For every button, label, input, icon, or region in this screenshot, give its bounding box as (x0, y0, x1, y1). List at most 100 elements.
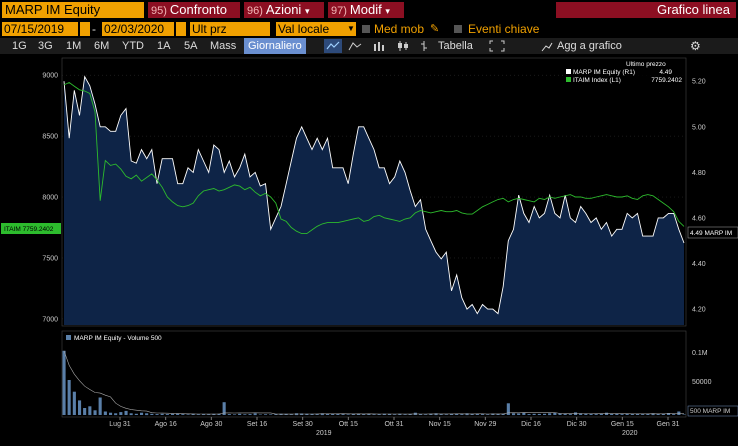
x-axis-tick: Ago 30 (200, 421, 222, 428)
volume-legend: MARP IM Equity - Volume 500 (74, 335, 162, 342)
volume-bar (258, 414, 262, 415)
area-chart-icon[interactable] (346, 39, 364, 53)
volume-bar (289, 414, 293, 415)
actions-menu[interactable]: 96) Azioni ▾ (244, 2, 324, 18)
calendar-icon[interactable] (176, 22, 186, 36)
bar-chart-icon[interactable] (370, 39, 388, 53)
ohlc-chart-icon[interactable] (416, 39, 434, 53)
volume-bar (129, 413, 133, 416)
volume-bar (207, 414, 211, 415)
end-date-input[interactable]: 02/03/2020 (102, 22, 174, 36)
equity-area-fill (64, 76, 684, 325)
chevron-down-icon[interactable]: ▼ (346, 22, 356, 36)
volume-bar (532, 413, 536, 415)
period-5y[interactable]: 5A (184, 40, 198, 52)
volume-bar (326, 413, 330, 415)
x-axis-tick: Ott 15 (339, 421, 358, 428)
volume-bar (336, 413, 340, 415)
volume-bar (331, 413, 335, 415)
volume-bar (579, 413, 583, 415)
volume-bar (150, 413, 154, 415)
right-axis-tick: 5.00 (692, 124, 706, 131)
legend-header: Ultimo prezzo (626, 61, 666, 68)
add-to-chart-button[interactable]: Agg a grafico (557, 40, 622, 52)
volume-bar (388, 413, 392, 415)
volume-bar (140, 412, 144, 415)
x-axis-tick: Gen 31 (657, 421, 680, 428)
volume-bar (398, 413, 402, 415)
volume-bar (367, 413, 371, 415)
period-1y[interactable]: 1A (157, 40, 171, 52)
volume-bar (196, 414, 200, 415)
period-3d[interactable]: 3G (38, 40, 53, 52)
volume-bar (537, 413, 541, 415)
calendar-icon[interactable] (80, 22, 90, 36)
volume-bar (67, 380, 71, 415)
volume-bar (134, 413, 138, 415)
volume-bar (470, 413, 474, 415)
chart-area: 9000 8500 8000 7500 7000 5.20 5.00 4.80 4.60 4.4… (0, 55, 738, 446)
security-field[interactable]: MARP IM Equity (2, 2, 144, 18)
volume-bar (145, 413, 149, 416)
volume-average-line (63, 350, 685, 415)
period-ytd[interactable]: YTD (122, 40, 144, 52)
period-1m[interactable]: 1M (66, 40, 82, 52)
line-chart-icon[interactable] (324, 39, 342, 53)
volume-bar (439, 414, 443, 415)
frequency-select[interactable]: Giornaliero (244, 38, 306, 54)
volume-bar (656, 413, 660, 415)
volume-bar (103, 411, 107, 415)
x-axis-tick: Dic 16 (521, 421, 541, 428)
volume-bar (181, 414, 185, 415)
volume-bar (233, 414, 237, 415)
volume-bar (429, 413, 433, 415)
x-axis-tick: Dic 30 (567, 421, 587, 428)
volume-bar (512, 413, 516, 416)
volume-bar (486, 414, 490, 415)
pencil-icon[interactable]: ✎ (430, 23, 440, 35)
equity-series-line (63, 75, 685, 315)
right-axis-tick: 4.20 (692, 307, 706, 314)
volume-bar (269, 414, 273, 415)
volume-bar (682, 414, 686, 415)
volume-bar (408, 414, 412, 415)
volume-bar (88, 406, 92, 416)
volume-bar (563, 413, 567, 415)
volume-bar (377, 414, 381, 415)
add-chart-icon[interactable] (540, 39, 558, 53)
period-max[interactable]: Mass (210, 40, 237, 52)
period-1d[interactable]: 1G (12, 40, 27, 52)
x-axis-tick: Gen 15 (611, 421, 634, 428)
volume-bar (346, 414, 350, 415)
volume-bar (481, 414, 485, 415)
currency-select[interactable]: Val locale (276, 22, 346, 36)
volume-bar (217, 413, 221, 415)
candle-chart-icon[interactable] (394, 39, 412, 53)
left-axis-tick: 9000 (42, 73, 58, 80)
gear-icon[interactable]: ⚙ (690, 39, 701, 53)
start-date-input[interactable]: 07/15/2019 (2, 22, 78, 36)
legend-index: ITAIM Index (L1) (573, 77, 621, 84)
edit-menu[interactable]: 97) Modif ▾ (328, 2, 404, 18)
price-field-select[interactable]: Ult prz (190, 22, 270, 36)
period-6m[interactable]: 6M (94, 40, 110, 52)
volume-bar (119, 412, 123, 415)
expand-icon[interactable] (488, 39, 506, 53)
volume-bar (93, 410, 97, 415)
volume-bar (248, 414, 252, 415)
table-button[interactable]: Tabella (438, 40, 473, 52)
volume-bar (610, 413, 614, 415)
volume-bar (589, 413, 593, 415)
compare-menu[interactable]: 95) Confronto (148, 2, 240, 18)
volume-bar (419, 414, 423, 415)
volume-bar (517, 413, 521, 415)
volume-bar (625, 413, 629, 415)
key-events-checkbox[interactable] (454, 25, 462, 33)
legend-equity-last: 4.49 (659, 69, 672, 76)
volume-bar (310, 413, 314, 415)
toolbar (0, 38, 738, 54)
volume-bar (455, 413, 459, 415)
moving-average-checkbox[interactable] (362, 25, 370, 33)
volume-bar (351, 413, 355, 415)
volume-bar (357, 413, 361, 415)
